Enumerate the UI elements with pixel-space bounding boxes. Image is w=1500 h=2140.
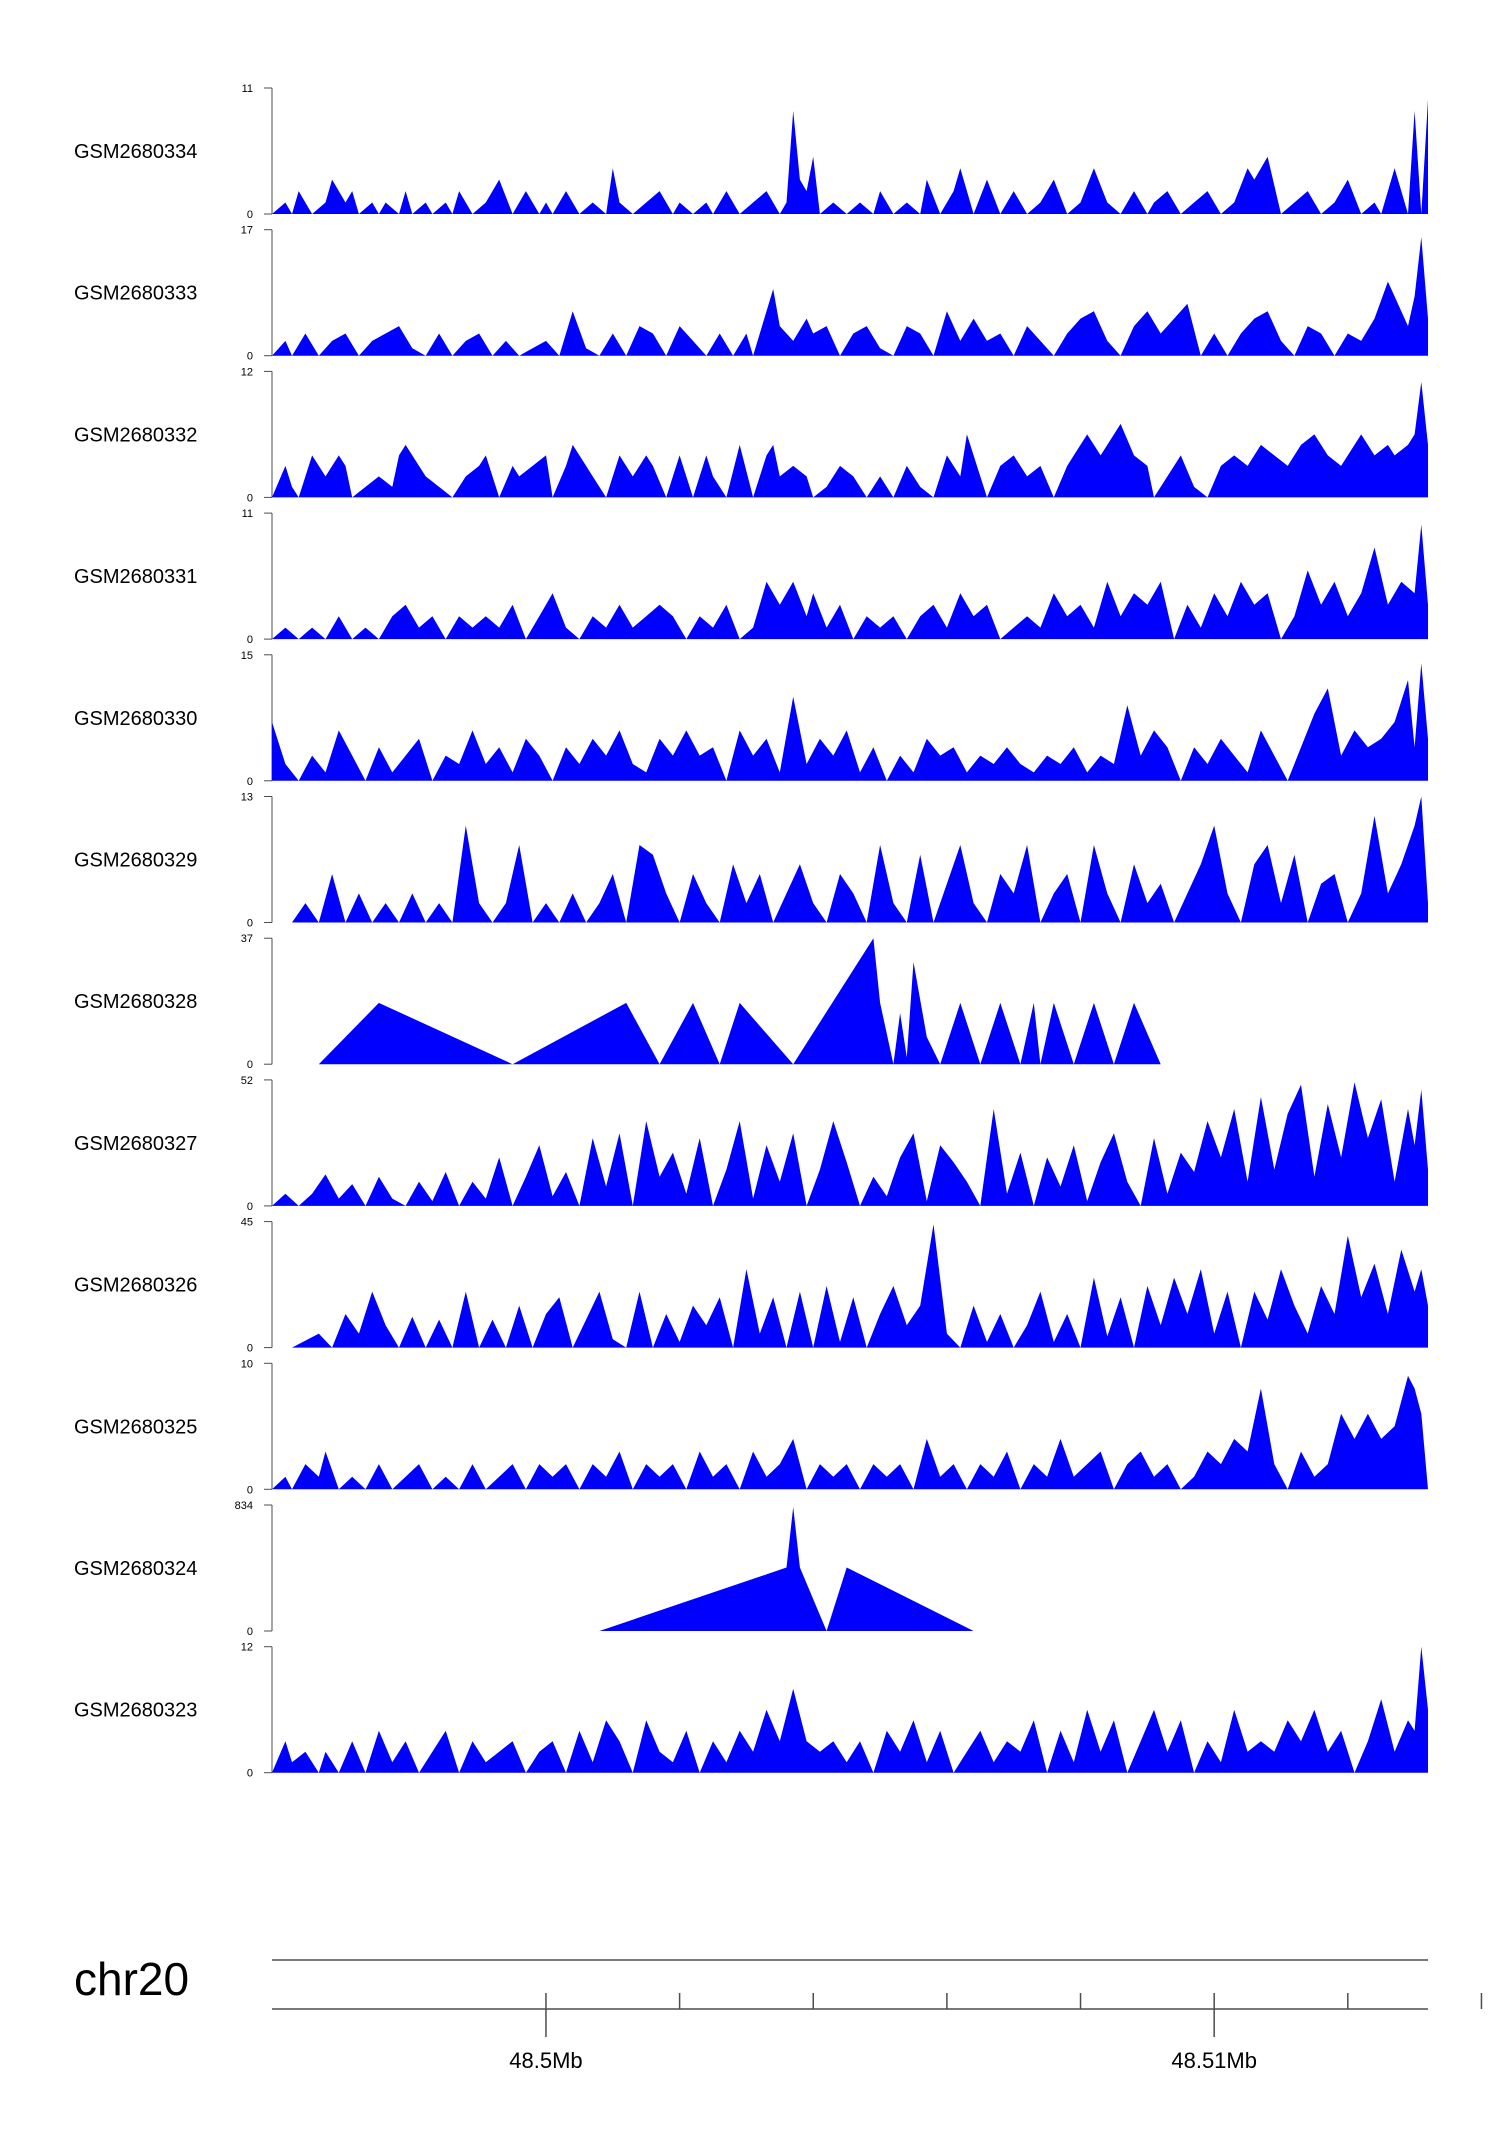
coverage-tracks: GSM2680334110GSM2680333170GSM2680332120G… [74,83,1428,1780]
y-tick-label-max: 834 [235,1500,253,1512]
track-GSM2680326: GSM2680326 45 0 [74,1217,1428,1355]
genome-axis: chr20 48.5Mb 48.51Mb [74,1953,1483,2073]
y-tick-label-max: 52 [241,1075,253,1087]
track-GSM2680334: GSM2680334 11 0 [74,83,1428,221]
y-tick-label-min: 0 [247,492,253,504]
coverage-area [272,1082,1428,1206]
track-label: GSM2680324 [74,1558,197,1580]
track-label: GSM2680329 [74,850,197,872]
track-label: GSM2680330 [74,708,197,730]
y-tick-label-max: 37 [241,933,253,945]
coverage-area [272,99,1428,214]
track-label: GSM2680333 [74,283,197,305]
coverage-area [272,381,1428,498]
coverage-area [272,1646,1428,1773]
y-tick-label-min: 0 [247,1768,253,1780]
coverage-area [318,938,1161,1065]
track-GSM2680333: GSM2680333 17 0 [74,225,1428,363]
track-label: GSM2680332 [74,424,197,446]
y-tick-label-max: 11 [242,508,253,520]
track-GSM2680327: GSM2680327 52 0 [74,1075,1428,1213]
track-label: GSM2680323 [74,1700,197,1722]
track-GSM2680329: GSM2680329 13 0 [74,792,1428,930]
track-GSM2680332: GSM2680332 12 0 [74,366,1428,504]
y-tick-label-min: 0 [247,1343,253,1355]
y-tick-label-max: 12 [241,366,253,378]
chromosome-label: chr20 [74,1953,189,2005]
y-tick-label-min: 0 [247,634,253,646]
y-tick-label-min: 0 [247,1201,253,1213]
y-tick-label-min: 0 [247,1059,253,1071]
y-tick-label-max: 10 [241,1358,253,1370]
y-tick-label-min: 0 [247,918,253,930]
track-label: GSM2680326 [74,1275,197,1297]
y-tick-label-min: 0 [247,1484,253,1496]
coverage-area [272,237,1428,356]
genome-tick-label: 48.5Mb [509,2048,582,2073]
track-GSM2680331: GSM2680331 11 0 [74,508,1428,646]
track-GSM2680324: GSM2680324 834 0 [74,1500,974,1638]
track-label: GSM2680327 [74,1133,197,1155]
y-tick-label-max: 45 [241,1217,253,1229]
y-tick-label-min: 0 [247,351,253,363]
y-tick-label-min: 0 [247,1626,253,1638]
track-label: GSM2680331 [74,566,197,588]
track-label: GSM2680334 [74,141,197,163]
y-tick-label-max: 12 [241,1642,253,1654]
track-GSM2680328: GSM2680328 37 0 [74,933,1161,1071]
y-tick-label-min: 0 [247,209,253,221]
coverage-area [599,1507,974,1631]
coverage-area [272,1375,1428,1490]
coverage-area [272,796,1428,923]
track-GSM2680323: GSM2680323 12 0 [74,1642,1428,1780]
coverage-area [272,524,1428,640]
y-tick-label-max: 17 [241,225,253,237]
genome-tick-label: 48.51Mb [1171,2048,1257,2073]
track-label: GSM2680328 [74,991,197,1013]
y-tick-label-min: 0 [247,776,253,788]
coverage-area [272,663,1428,781]
track-GSM2680325: GSM2680325 10 0 [74,1358,1428,1496]
y-tick-label-max: 15 [241,650,253,662]
y-tick-label-max: 13 [241,792,253,804]
coverage-area [292,1224,1428,1348]
track-label: GSM2680325 [74,1416,197,1438]
track-GSM2680330: GSM2680330 15 0 [74,650,1428,788]
y-tick-label-max: 11 [242,83,253,95]
